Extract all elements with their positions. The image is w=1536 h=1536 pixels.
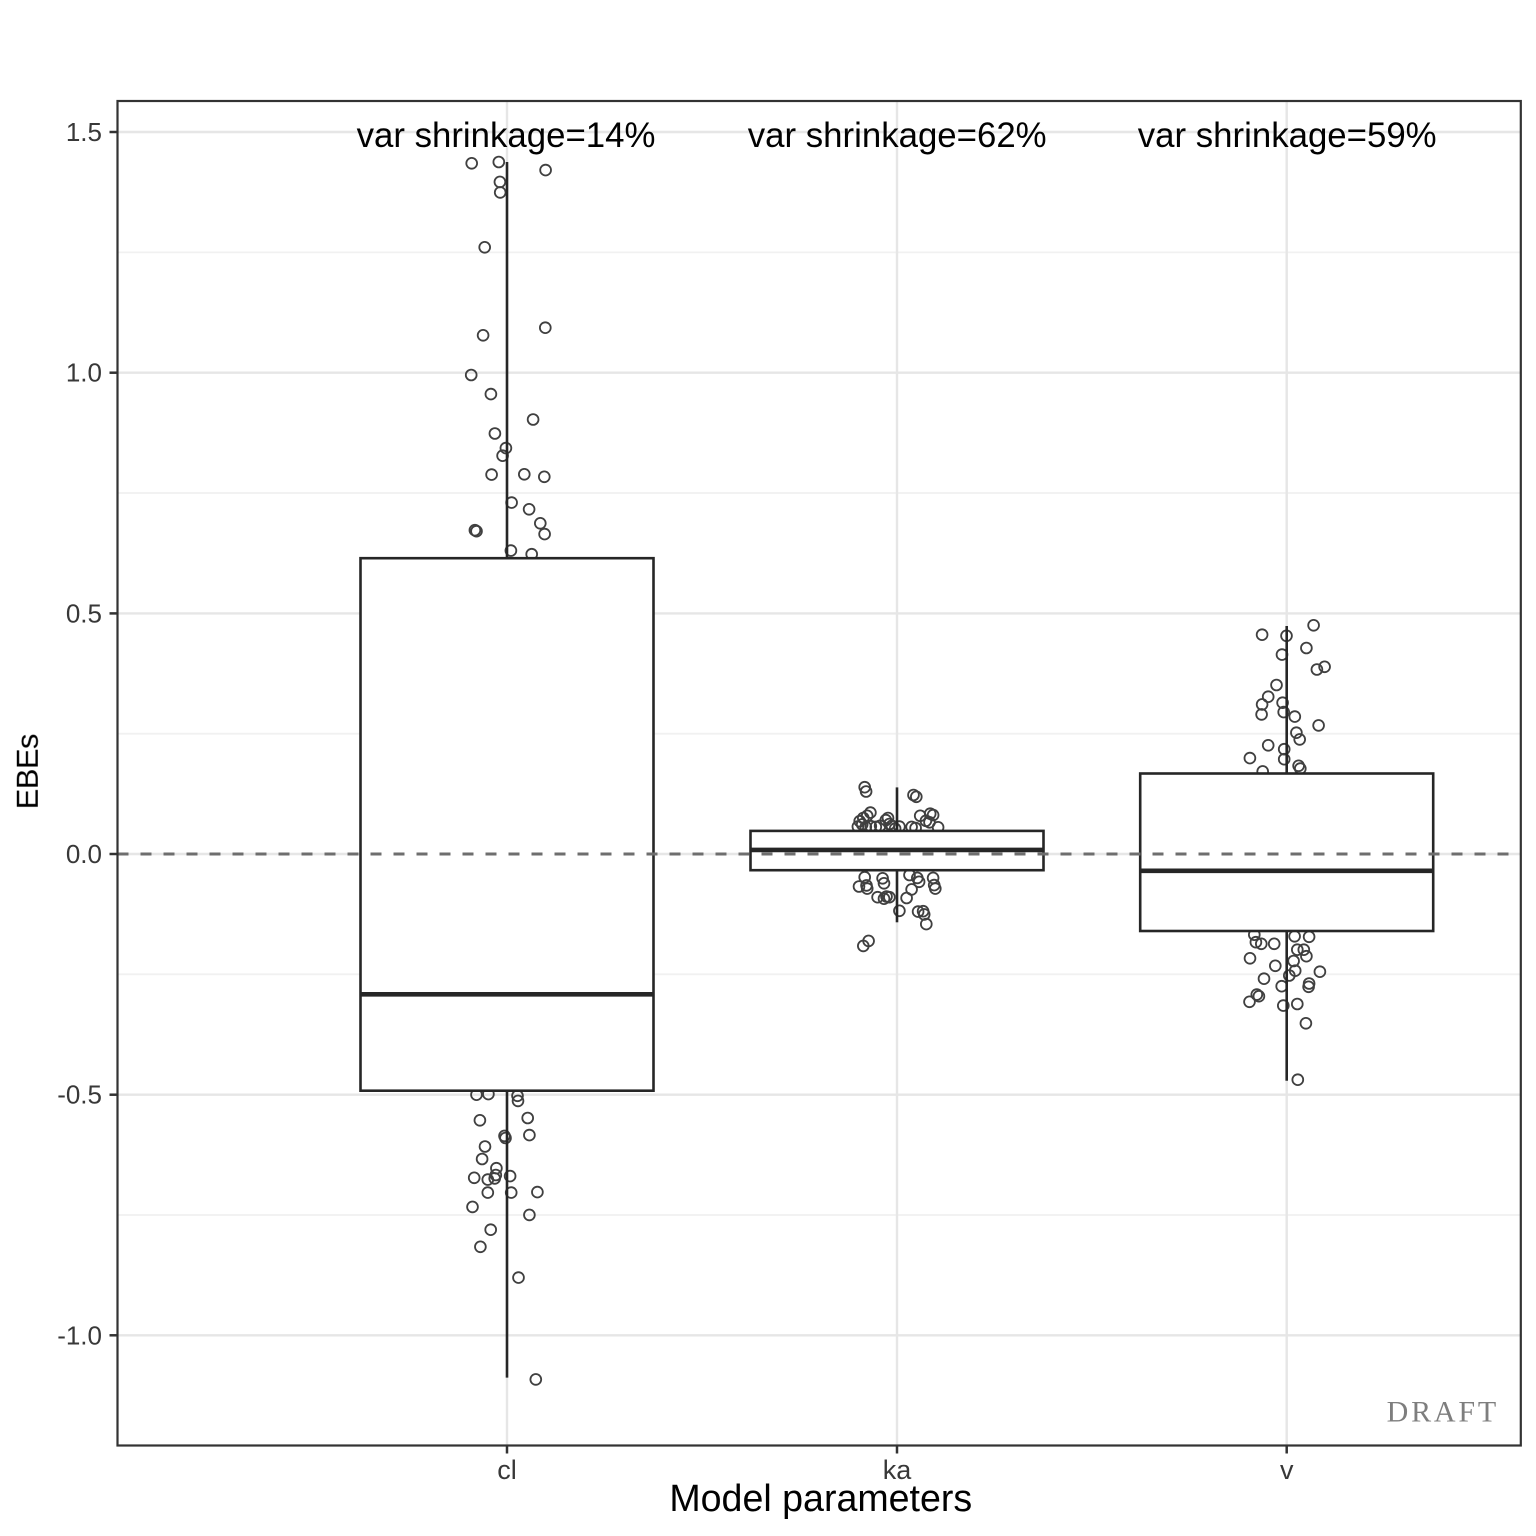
svg-text:v: v bbox=[1280, 1455, 1294, 1485]
svg-text:ka: ka bbox=[883, 1455, 913, 1485]
svg-text:Model parameters: Model parameters bbox=[669, 1477, 972, 1519]
svg-text:var shrinkage=59%: var shrinkage=59% bbox=[1138, 116, 1437, 155]
svg-text:-1.0: -1.0 bbox=[57, 1320, 102, 1350]
svg-text:1.5: 1.5 bbox=[66, 117, 102, 147]
svg-text:EBEs: EBEs bbox=[10, 734, 45, 809]
svg-text:0.0: 0.0 bbox=[66, 839, 102, 869]
svg-text:var shrinkage=14%: var shrinkage=14% bbox=[357, 116, 656, 155]
svg-text:1.0: 1.0 bbox=[66, 358, 102, 388]
svg-text:0.5: 0.5 bbox=[66, 598, 102, 628]
svg-text:var shrinkage=62%: var shrinkage=62% bbox=[748, 116, 1047, 155]
svg-text:cl: cl bbox=[497, 1455, 517, 1485]
svg-text:-0.5: -0.5 bbox=[57, 1080, 102, 1110]
svg-text:DRAFT: DRAFT bbox=[1387, 1396, 1499, 1429]
